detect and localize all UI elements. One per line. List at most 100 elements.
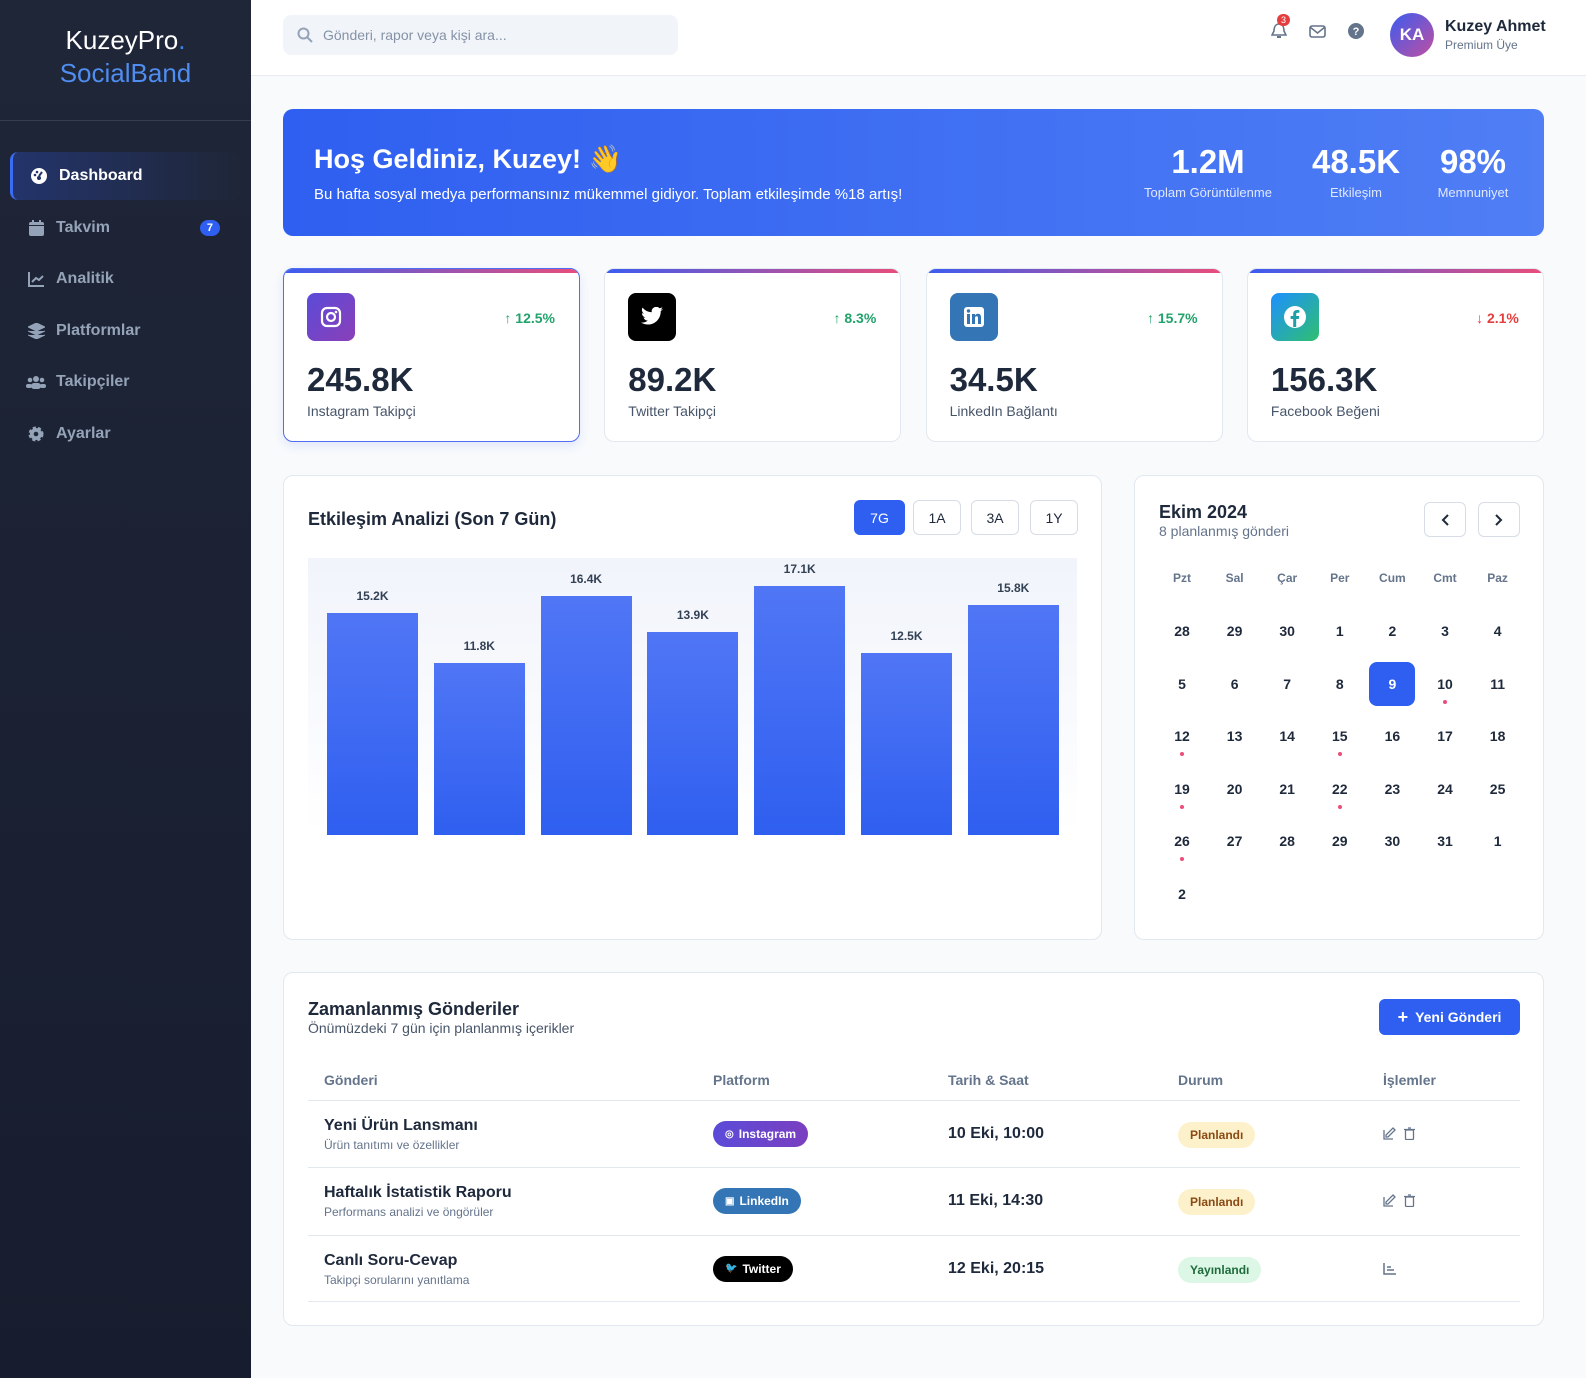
- day-number: 25: [1489, 780, 1506, 797]
- calendar-day[interactable]: 6: [1212, 662, 1258, 706]
- edit-icon[interactable]: [1383, 1127, 1396, 1145]
- calendar-day[interactable]: 11: [1475, 662, 1521, 706]
- calendar-day[interactable]: 14: [1264, 714, 1310, 758]
- calendar-day[interactable]: 15: [1317, 714, 1363, 758]
- bar-1[interactable]: [433, 662, 525, 835]
- card-value: 34.5K: [949, 361, 1038, 398]
- calendar-day[interactable]: 25: [1475, 767, 1521, 811]
- bar-label-4: 17.1K: [783, 561, 816, 576]
- bar-4[interactable]: [754, 585, 846, 835]
- stats-icon[interactable]: [1383, 1262, 1396, 1280]
- sidebar-item-dashboard[interactable]: Dashboard: [10, 152, 240, 200]
- row-actions: [1383, 1194, 1415, 1212]
- calendar-day[interactable]: 2: [1159, 872, 1205, 916]
- calendar-day[interactable]: 29: [1212, 609, 1258, 653]
- bar-5[interactable]: [861, 652, 952, 835]
- platform-badge: ▣ LinkedIn: [713, 1188, 801, 1215]
- bar-0[interactable]: [327, 613, 418, 835]
- calendar-day[interactable]: 24: [1422, 767, 1468, 811]
- bar-label-6: 15.8K: [997, 580, 1030, 595]
- weekday-header: Pzt: [1173, 571, 1191, 585]
- calendar-day[interactable]: 7: [1264, 662, 1310, 706]
- help-button[interactable]: ?: [1348, 23, 1364, 44]
- calendar-day[interactable]: 26: [1159, 819, 1205, 863]
- stat-card-facebook[interactable]: ↓ 2.1% 156.3K Facebook Beğeni: [1246, 268, 1544, 442]
- calendar-day[interactable]: 23: [1369, 767, 1415, 811]
- calendar-day[interactable]: 1: [1317, 609, 1363, 653]
- calendar-day[interactable]: 10: [1422, 662, 1468, 706]
- sidebar-item-platformlar[interactable]: Platformlar: [10, 307, 240, 355]
- calendar-day[interactable]: 21: [1264, 767, 1310, 811]
- trash-icon[interactable]: [1404, 1194, 1415, 1212]
- next-month-button[interactable]: [1478, 502, 1520, 537]
- edit-icon[interactable]: [1383, 1194, 1396, 1212]
- calendar-day[interactable]: 9: [1369, 661, 1416, 706]
- stat-card-twitter[interactable]: ↑ 8.3% 89.2K Twitter Takipçi: [604, 268, 902, 442]
- sidebar-item-takipciler[interactable]: Takipçiler: [10, 358, 240, 406]
- sidebar-item-analitik[interactable]: Analitik: [10, 255, 240, 303]
- notifications-button[interactable]: 3: [1270, 14, 1291, 45]
- calendar-day[interactable]: 30: [1369, 819, 1415, 863]
- chevron-left-icon: [1441, 513, 1449, 526]
- avatar[interactable]: KA: [1390, 13, 1434, 57]
- range-1a-button[interactable]: 1A: [913, 500, 961, 535]
- bar-6[interactable]: [967, 604, 1059, 835]
- calendar-day[interactable]: 4: [1475, 609, 1521, 653]
- day-number: 16: [1384, 728, 1401, 745]
- calendar-day[interactable]: 19: [1159, 767, 1205, 811]
- weekday-header: Paz: [1487, 571, 1508, 585]
- layers-icon: [26, 322, 46, 339]
- stat-card-linkedin[interactable]: ↑ 15.7% 34.5K LinkedIn Bağlantı: [925, 268, 1223, 442]
- prev-month-button[interactable]: [1424, 502, 1466, 537]
- user-role: Premium Üye: [1445, 38, 1518, 52]
- bar-3[interactable]: [647, 632, 739, 835]
- new-post-button[interactable]: + Yeni Gönderi: [1379, 999, 1520, 1035]
- table-row[interactable]: Haftalık İstatistik Raporu Performans an…: [308, 1167, 1520, 1234]
- row-actions: [1383, 1262, 1396, 1280]
- calendar-day[interactable]: 12: [1159, 714, 1205, 758]
- mail-icon: [1309, 24, 1326, 38]
- calendar-day[interactable]: 17: [1422, 714, 1468, 758]
- stat-card-instagram[interactable]: ↑ 12.5% 245.8K Instagram Takipçi: [283, 268, 580, 442]
- trash-icon[interactable]: [1404, 1127, 1415, 1145]
- calendar-day[interactable]: 29: [1317, 819, 1363, 863]
- bar-label-2: 16.4K: [570, 571, 603, 586]
- calendar-day[interactable]: 3: [1422, 609, 1468, 653]
- calendar-day[interactable]: 16: [1369, 714, 1415, 758]
- help-icon: ?: [1348, 23, 1364, 39]
- calendar-day[interactable]: 5: [1159, 662, 1205, 706]
- table-row[interactable]: Yeni Ürün Lansmanı Ürün tanıtımı ve özel…: [308, 1100, 1520, 1167]
- calendar-day[interactable]: 8: [1317, 662, 1363, 706]
- calendar-day[interactable]: 1: [1475, 819, 1521, 863]
- bar-label-5: 12.5K: [890, 628, 923, 643]
- calendar-day[interactable]: 28: [1264, 819, 1310, 863]
- bar-2[interactable]: [540, 595, 632, 835]
- column-header: İşlemler: [1383, 1072, 1436, 1088]
- sidebar-item-takvim[interactable]: Takvim 7: [10, 204, 240, 252]
- calendar-day[interactable]: 2: [1369, 609, 1415, 653]
- card-label: LinkedIn Bağlantı: [949, 403, 1058, 419]
- search-input[interactable]: Gönderi, rapor veya kişi ara...: [283, 15, 678, 55]
- day-number: 17: [1437, 728, 1453, 745]
- table-row[interactable]: Canlı Soru-Cevap Takipçi sorularını yanı…: [308, 1234, 1520, 1302]
- logo: KuzeyPro. SocialBand: [0, 26, 251, 87]
- range-3a-button[interactable]: 3A: [971, 500, 1019, 535]
- sidebar-item-label: Analitik: [56, 270, 114, 287]
- day-number: 30: [1384, 833, 1401, 850]
- calendar-day[interactable]: 20: [1212, 767, 1258, 811]
- calendar-title: Ekim 2024: [1159, 502, 1248, 522]
- arrow-up-icon: ↑: [504, 310, 512, 326]
- plus-icon: +: [1397, 1006, 1409, 1027]
- calendar-day[interactable]: 27: [1212, 819, 1258, 863]
- day-number: 14: [1279, 728, 1295, 745]
- calendar-day[interactable]: 30: [1264, 609, 1310, 653]
- mail-button[interactable]: [1309, 24, 1326, 43]
- calendar-day[interactable]: 28: [1159, 609, 1205, 653]
- calendar-day[interactable]: 18: [1475, 714, 1521, 758]
- calendar-day[interactable]: 13: [1212, 714, 1258, 758]
- calendar-day[interactable]: 22: [1317, 767, 1363, 811]
- sidebar-item-ayarlar[interactable]: Ayarlar: [10, 410, 240, 458]
- range-1y-button[interactable]: 1Y: [1030, 500, 1078, 535]
- calendar-day[interactable]: 31: [1422, 819, 1468, 863]
- range-7g-button[interactable]: 7G: [854, 500, 905, 535]
